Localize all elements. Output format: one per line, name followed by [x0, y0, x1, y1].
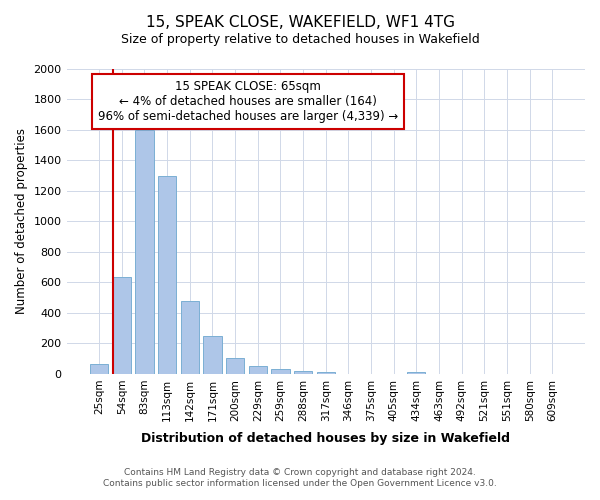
Y-axis label: Number of detached properties: Number of detached properties: [15, 128, 28, 314]
Bar: [317, 372, 335, 374]
Bar: [271, 370, 290, 374]
Bar: [90, 364, 108, 374]
Text: 15, SPEAK CLOSE, WAKEFIELD, WF1 4TG: 15, SPEAK CLOSE, WAKEFIELD, WF1 4TG: [146, 15, 455, 30]
Text: 15 SPEAK CLOSE: 65sqm
← 4% of detached houses are smaller (164)
96% of semi-deta: 15 SPEAK CLOSE: 65sqm ← 4% of detached h…: [98, 80, 398, 122]
Bar: [407, 372, 425, 374]
Bar: [294, 371, 312, 374]
Text: Contains HM Land Registry data © Crown copyright and database right 2024.
Contai: Contains HM Land Registry data © Crown c…: [103, 468, 497, 487]
Bar: [181, 302, 199, 374]
Bar: [136, 130, 154, 374]
Bar: [113, 277, 131, 374]
Bar: [249, 366, 267, 374]
Text: Size of property relative to detached houses in Wakefield: Size of property relative to detached ho…: [121, 32, 479, 46]
Bar: [226, 358, 244, 374]
X-axis label: Distribution of detached houses by size in Wakefield: Distribution of detached houses by size …: [141, 432, 510, 445]
Bar: [203, 336, 221, 374]
Bar: [158, 176, 176, 374]
